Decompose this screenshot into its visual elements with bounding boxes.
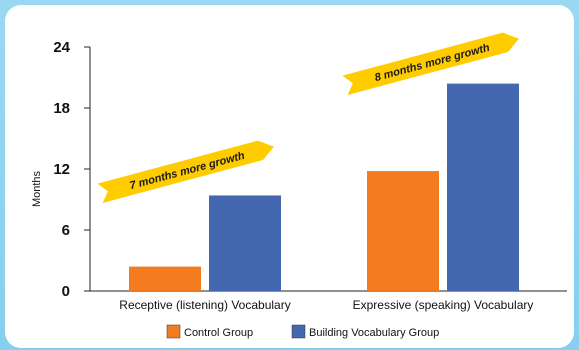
bar-control-1 — [367, 171, 439, 291]
growth-banner: 7 months more growth — [97, 140, 274, 203]
y-tick-label: 12 — [53, 161, 70, 178]
y-tick-label: 18 — [53, 100, 70, 117]
y-tick-label: 24 — [53, 39, 70, 56]
bar-building-vocabulary-0 — [209, 195, 281, 291]
y-tick-label: 0 — [62, 283, 70, 300]
y-tick-label: 6 — [62, 222, 70, 239]
y-axis-title: Months — [31, 170, 43, 207]
legend-swatch-0 — [166, 324, 181, 339]
banner-ribbon — [342, 32, 519, 95]
x-category-label: Receptive (listening) Vocabulary — [119, 298, 290, 312]
bar-building-vocabulary-1 — [447, 83, 519, 291]
legend-label-0: Control Group — [184, 327, 253, 339]
chart-legend: Control Group Building Vocabulary Group — [166, 324, 439, 339]
banner-ribbon — [97, 140, 274, 203]
chart-axes: 0 6 12 18 24 Months Receptive (listening) Voca… — [31, 39, 567, 312]
chart-bars — [129, 83, 519, 291]
bar-control-0 — [129, 266, 201, 291]
legend-swatch-1 — [291, 324, 306, 339]
x-category-label: Expressive (speaking) Vocabulary — [353, 298, 534, 312]
legend-label-1: Building Vocabulary Group — [309, 327, 439, 339]
